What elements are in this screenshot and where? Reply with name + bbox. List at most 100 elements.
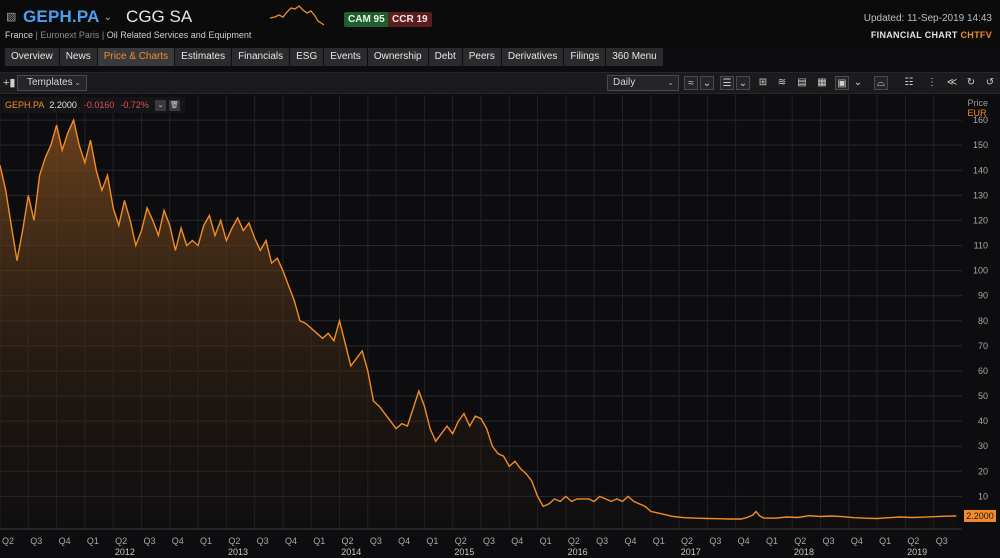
x-quarter-label: Q3 [370,536,382,546]
x-year-label: 2016 [568,547,588,557]
price-axis-label: Price [967,98,988,108]
sparkline-chart [270,5,325,26]
exchange-label: Euronext Paris [40,30,100,40]
tab-360-menu[interactable]: 360 Menu [606,48,664,66]
screen-icon[interactable]: ▤ [797,77,807,88]
tab-events[interactable]: Events [324,48,368,66]
templates-dropdown[interactable]: Templates ⌄ [17,75,87,91]
chevron-down-icon[interactable]: ⌄ [103,11,113,23]
x-year-label: 2018 [794,547,814,557]
x-quarter-label: Q2 [794,536,806,546]
tab-financials[interactable]: Financials [232,48,291,66]
x-quarter-label: Q2 [342,536,354,546]
y-tick-label: 40 [978,416,988,426]
app-code: CHTFV [960,30,992,40]
x-quarter-label: Q2 [455,536,467,546]
chart-type-icon[interactable]: ⌓ [874,76,888,90]
last-price-box [964,509,996,522]
app-title: FINANCIAL CHART CHTFV [871,30,992,40]
y-tick-label: 90 [978,291,988,301]
price-area-fill [0,120,957,529]
tab-overview[interactable]: Overview [5,48,60,66]
refresh-icon[interactable]: ↻ [966,77,976,88]
y-tick-label: 80 [978,316,988,326]
x-year-label: 2013 [228,547,248,557]
axis-icon[interactable]: ≪ [946,77,958,88]
chevron-down-icon[interactable]: ⌄ [736,76,750,90]
x-quarter-label: Q1 [653,536,665,546]
x-quarter-label: Q4 [624,536,636,546]
x-quarter-label: Q4 [172,536,184,546]
price-chart[interactable]: 102030405060708090100110120130140150160 … [0,95,1000,558]
interval-dropdown[interactable]: Daily ⌄ [607,75,679,91]
grid-icon[interactable]: ☷ [904,77,914,88]
sector-label: Oil Related Services and Equipment [106,30,252,40]
last-price-label: 2.2000 [966,511,994,521]
y-tick-label: 50 [978,391,988,401]
save-icon[interactable]: ▦ [817,77,827,88]
compare-icon[interactable]: ⊞ [758,77,768,88]
x-quarter-label: Q1 [540,536,552,546]
x-quarter-label: Q1 [426,536,438,546]
legend-change: -0.0160 [83,100,115,110]
line-style-icon[interactable]: ≈ [684,76,698,90]
y-tick-label: 20 [978,466,988,476]
add-icon[interactable]: +▮ [3,77,16,89]
y-tick-label: 150 [973,140,988,150]
tab-debt[interactable]: Debt [428,48,463,66]
x-quarter-label: Q3 [257,536,269,546]
list-icon[interactable]: ☰ [720,76,734,90]
trash-icon[interactable]: 🗑 [168,99,180,111]
tab-esg[interactable]: ESG [290,48,325,66]
chart-toolbar: +▮ Templates ⌄ Daily ⌄ ≈ ⌄ ☰ ⌄ ⊞ ≋ ▤ ▦ ▣… [0,72,1000,94]
templates-label: Templates [27,77,73,88]
tab-news[interactable]: News [59,48,98,66]
tab-estimates[interactable]: Estimates [175,48,233,66]
y-tick-label: 100 [973,266,988,276]
x-quarter-label: Q3 [596,536,608,546]
x-quarter-label: Q4 [398,536,410,546]
tab-derivatives[interactable]: Derivatives [501,48,565,66]
chevron-down-icon[interactable]: ⌄ [154,99,166,111]
price-line[interactable] [0,117,957,520]
x-year-label: 2014 [341,547,361,557]
x-quarter-label: Q2 [568,536,580,546]
updated-timestamp: Updated: 11-Sep-2019 14:43 [863,13,992,24]
x-quarter-label: Q4 [851,536,863,546]
tab-filings[interactable]: Filings [564,48,607,66]
layout-icon[interactable]: ⋮ [927,77,937,88]
separator: | [35,30,41,40]
y-tick-label: 160 [973,115,988,125]
history-icon[interactable]: ↺ [985,77,995,88]
chart-gridlines [0,95,962,529]
x-year-label: 2015 [454,547,474,557]
price-axis-header: Price EUR [967,98,988,118]
x-quarter-label: Q1 [87,536,99,546]
x-quarter-label: Q3 [823,536,835,546]
header-title-row: ▧ GEPH.PA ⌄ CGG SA [0,6,192,28]
x-quarter-label: Q3 [936,536,948,546]
tab-price-charts[interactable]: Price & Charts [97,48,176,66]
header-subtitle: France | Euronext Paris | Oil Related Se… [5,30,251,40]
tab-peers[interactable]: Peers [462,48,502,66]
chevron-down-icon: ⌄ [74,78,81,87]
y-tick-label: 110 [974,241,988,251]
chevron-down-icon[interactable]: ⌄ [700,76,714,90]
instrument-icon[interactable]: ▧ [6,11,17,23]
chevron-down-icon[interactable]: ⌄ [853,77,863,88]
legend-price: 2.2000 [49,100,77,110]
ric-code[interactable]: GEPH.PA [23,7,100,26]
cam-badge[interactable]: CAM 95 [344,12,389,27]
export-icon[interactable]: ▣ [835,76,849,90]
x-year-label: 2019 [907,547,927,557]
x-year-label: 2012 [115,547,135,557]
wave-icon[interactable]: ≋ [777,77,787,88]
legend-series-name[interactable]: GEPH.PA [5,100,45,110]
x-quarter-label: Q2 [681,536,693,546]
x-quarter-label: Q2 [115,536,127,546]
ccr-badge[interactable]: CCR 19 [388,12,432,27]
y-tick-label: 130 [973,190,988,200]
price-axis: 10 20 30 40 50 60 70 80 90 100 110 120 130 140 150 160 [973,115,988,501]
tab-ownership[interactable]: Ownership [367,48,429,66]
sparkline-path [270,5,325,26]
